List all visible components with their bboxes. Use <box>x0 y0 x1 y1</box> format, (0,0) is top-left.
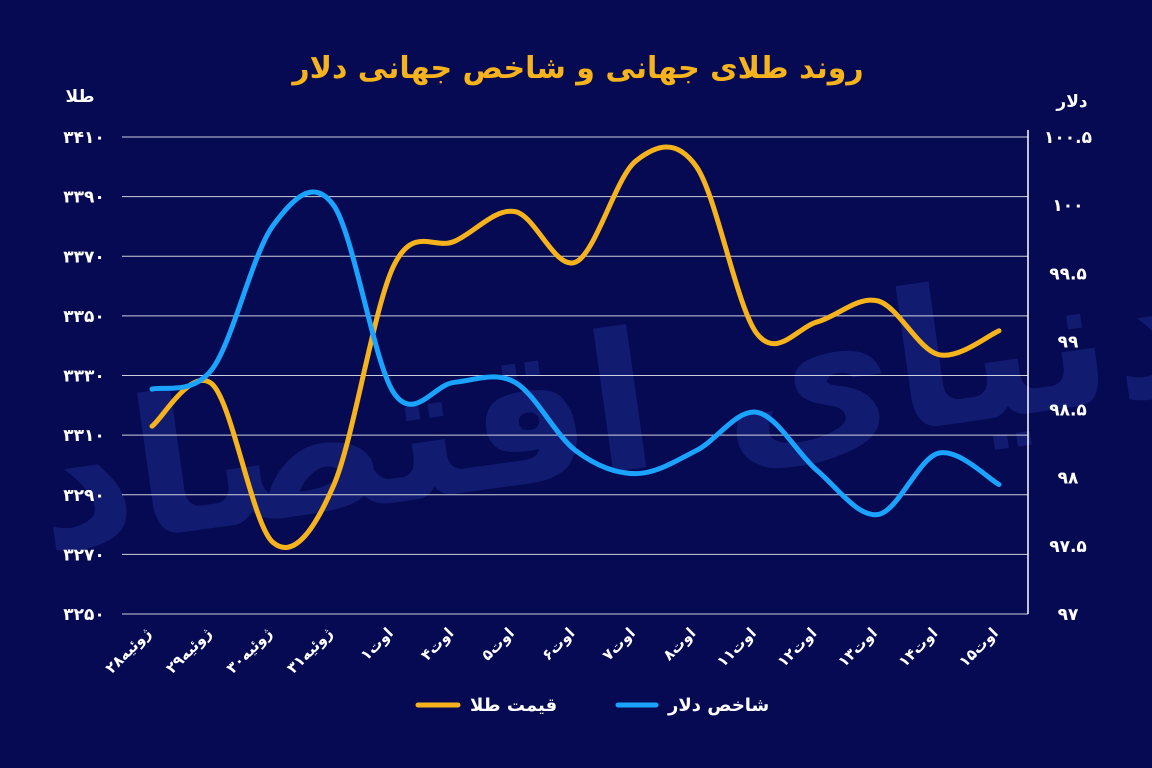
left-axis-label: طلا <box>66 87 95 107</box>
left-tick-label: ۳۳۱۰ <box>63 426 105 446</box>
legend-label-0: قیمت طلا <box>470 695 557 716</box>
x-tick-label: ۲۸ژوئیه <box>102 624 155 677</box>
right-tick-label: ۹۸.۵ <box>1049 401 1087 421</box>
x-tick-label: ۱۴اوت <box>895 624 942 671</box>
x-tick-label: ۱۲اوت <box>774 624 821 671</box>
right-tick-label: ۹۷.۵ <box>1049 537 1087 557</box>
right-axis-ticks: ۹۷ ۹۷.۵ ۹۸ ۹۸.۵ ۹۹ ۹۹.۵ ۱۰۰ ۱۰۰.۵ <box>1044 128 1092 625</box>
x-tick-label: ۱۵اوت <box>955 624 1002 671</box>
left-tick-label: ۳۲۷۰ <box>63 545 105 565</box>
legend-label-1: شاخص دلار <box>667 695 769 716</box>
left-tick-label: ۳۳۳۰ <box>63 367 105 387</box>
left-tick-label: ۳۲۹۰ <box>63 486 105 506</box>
chart-title: روند طلای جهانی و شاخص جهانی دلار <box>290 51 863 86</box>
left-tick-label: ۳۲۵۰ <box>63 605 105 625</box>
x-tick-label: ۸اوت <box>659 624 699 664</box>
x-tick-label: ۳۰ژوئیه <box>223 624 276 677</box>
left-axis-ticks: ۳۲۵۰ ۳۲۷۰ ۳۲۹۰ ۳۳۱۰ ۳۳۳۰ ۳۳۵۰ ۳۳۷۰ ۳۳۹۰ ۳۴۱۰ <box>63 128 105 625</box>
legend: قیمت طلا شاخص دلار <box>415 695 769 716</box>
x-tick-label: ۵اوت <box>478 624 518 664</box>
right-tick-label: ۹۷ <box>1058 605 1079 625</box>
right-tick-label: ۹۹ <box>1058 332 1079 352</box>
x-tick-label: ۶اوت <box>538 624 578 664</box>
left-tick-label: ۳۳۵۰ <box>63 307 105 327</box>
dollar-index-line <box>149 189 1002 518</box>
x-tick-label: ۴اوت <box>417 624 457 664</box>
right-tick-label: ۹۸ <box>1058 469 1079 489</box>
x-tick-label: ۲۹ژوئیه <box>162 624 215 677</box>
right-tick-label: ۹۹.۵ <box>1049 264 1087 284</box>
left-tick-label: ۳۳۹۰ <box>63 188 105 208</box>
right-axis-label: دلار <box>1055 92 1087 112</box>
x-tick-label: ۱اوت <box>357 624 397 664</box>
x-tick-label: ۱۱اوت <box>713 624 760 671</box>
watermark: دنیای اقتصاد <box>20 213 1152 596</box>
right-tick-label: ۱۰۰.۵ <box>1044 128 1092 148</box>
watermark-text: دنیای اقتصاد <box>20 213 1152 596</box>
x-tick-label: ۷اوت <box>599 624 639 664</box>
gold-price-line <box>149 144 1002 550</box>
gridlines <box>122 136 1028 615</box>
left-tick-label: ۳۳۷۰ <box>63 247 105 267</box>
right-tick-label: ۱۰۰ <box>1052 196 1083 216</box>
left-tick-label: ۳۴۱۰ <box>63 128 105 148</box>
x-tick-label: ۳۱ژوئیه <box>283 624 336 677</box>
series-lines <box>149 144 1002 550</box>
x-tick-label: ۱۳اوت <box>834 624 881 671</box>
